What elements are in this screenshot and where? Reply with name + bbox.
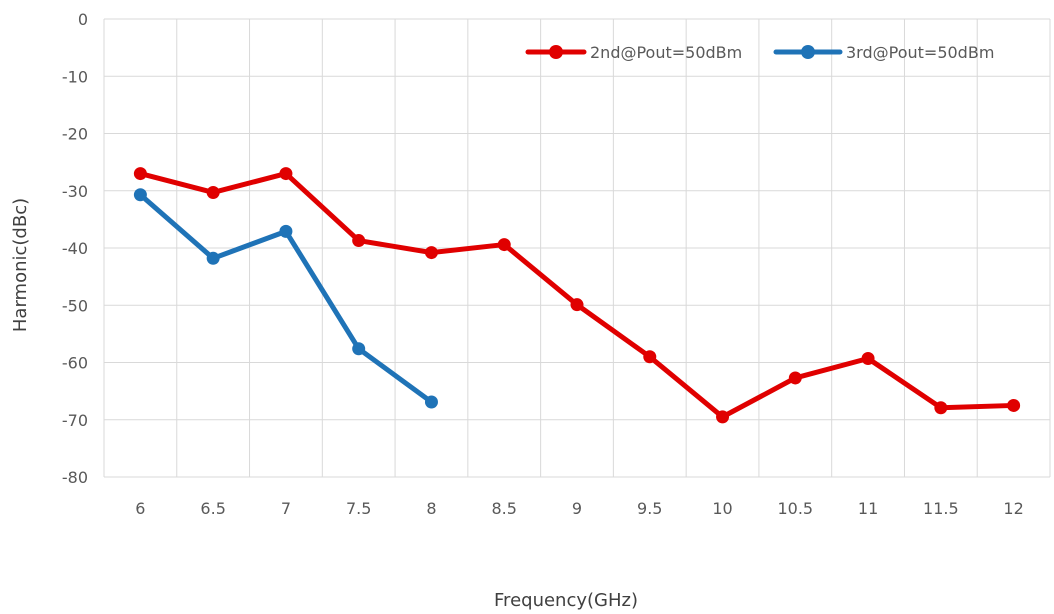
x-axis-label: Frequency(GHz) — [494, 590, 638, 611]
series-lines — [133, 167, 1021, 424]
data-point — [352, 342, 366, 356]
x-tick-label: 7 — [281, 499, 291, 518]
y-tick-label: -80 — [62, 468, 88, 487]
data-point — [206, 185, 220, 199]
x-tick-label: 11 — [858, 499, 878, 518]
y-tick-label: -40 — [62, 239, 88, 258]
data-point — [279, 167, 293, 181]
x-tick-label: 6.5 — [200, 499, 225, 518]
x-tick-label: 8.5 — [492, 499, 517, 518]
y-tick-label: -10 — [62, 67, 88, 86]
data-point — [206, 251, 220, 265]
data-point — [133, 167, 147, 181]
y-tick-label: 0 — [78, 10, 88, 29]
data-point — [279, 224, 293, 238]
y-tick-labels: 0 -10 -20 -30 -40 -50 -60 -70 -80 — [62, 10, 88, 487]
data-point — [643, 350, 657, 364]
data-point — [1007, 398, 1021, 412]
y-tick-label: -50 — [62, 296, 88, 315]
x-tick-label: 12 — [1003, 499, 1023, 518]
x-tick-label: 11.5 — [923, 499, 959, 518]
y-tick-label: -60 — [62, 354, 88, 373]
legend: 2nd@Pout=50dBm 3rd@Pout=50dBm — [525, 43, 994, 62]
data-point — [424, 246, 438, 260]
data-point — [133, 188, 147, 202]
data-point — [788, 371, 802, 385]
x-tick-labels: 6 6.5 7 7.5 8 8.5 9 9.5 10 10.5 11 11.5 12 — [135, 499, 1024, 518]
x-tick-label: 10.5 — [777, 499, 813, 518]
y-tick-label: -70 — [62, 411, 88, 430]
x-tick-label: 7.5 — [346, 499, 371, 518]
y-tick-label: -30 — [62, 182, 88, 201]
legend-marker — [801, 45, 815, 59]
data-point — [352, 234, 366, 248]
y-tick-label: -20 — [62, 125, 88, 144]
legend-marker — [549, 45, 563, 59]
x-tick-label: 9 — [572, 499, 582, 518]
x-tick-label: 6 — [135, 499, 145, 518]
x-tick-label: 8 — [426, 499, 436, 518]
series-line-1 — [137, 171, 1017, 420]
legend-label: 2nd@Pout=50dBm — [590, 43, 742, 62]
data-point — [716, 410, 730, 424]
data-point — [861, 351, 875, 365]
x-tick-label: 9.5 — [637, 499, 662, 518]
data-point — [497, 238, 511, 252]
data-point — [424, 395, 438, 409]
data-point — [934, 401, 948, 415]
x-tick-label: 10 — [712, 499, 732, 518]
legend-label: 3rd@Pout=50dBm — [846, 43, 994, 62]
y-axis-label: Harmonic(dBc) — [10, 198, 31, 332]
data-point — [570, 298, 584, 312]
